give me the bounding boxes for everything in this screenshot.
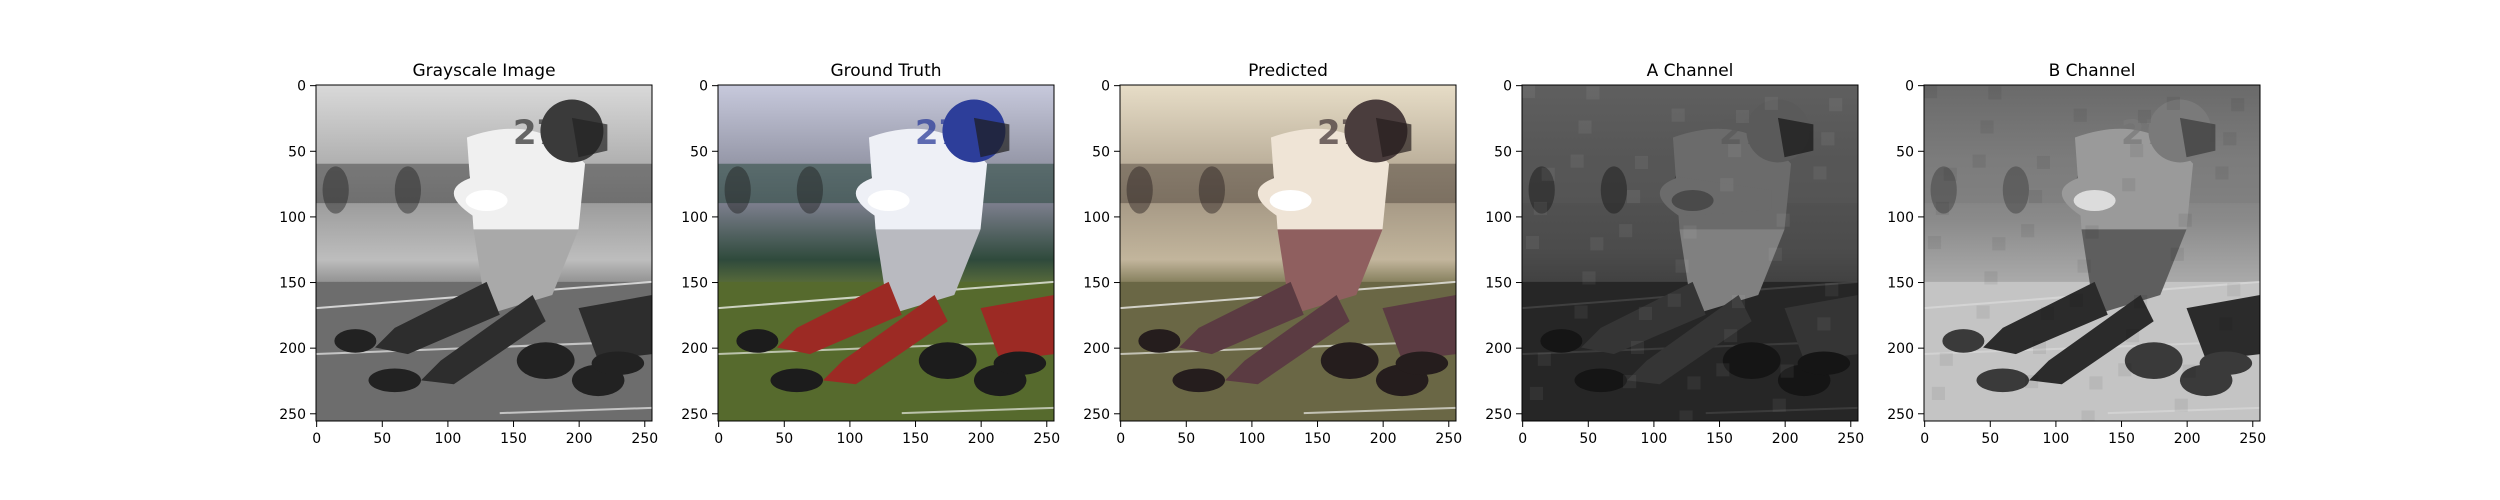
y-tick-label: 100 bbox=[681, 210, 708, 226]
y-tick-label: 200 bbox=[681, 341, 708, 357]
y-tick-label: 50 bbox=[1494, 144, 1512, 160]
x-tick-label: 200 bbox=[1370, 431, 1397, 447]
y-tick-label: 100 bbox=[1485, 210, 1512, 226]
axes-frame bbox=[1521, 84, 1859, 422]
x-tick-label: 250 bbox=[1033, 431, 1060, 447]
x-tick-label: 0 bbox=[714, 431, 723, 447]
x-tick-label: 250 bbox=[1837, 431, 1864, 447]
y-tick-label: 200 bbox=[1887, 341, 1914, 357]
axes-frame bbox=[1119, 84, 1457, 422]
y-tick-label: 100 bbox=[1083, 210, 1110, 226]
y-tick-label: 0 bbox=[1905, 79, 1914, 95]
x-tick-label: 0 bbox=[1116, 431, 1125, 447]
y-tick-label: 150 bbox=[279, 276, 306, 292]
subplot-title: B Channel bbox=[2049, 61, 2136, 81]
y-tick-label: 50 bbox=[288, 144, 306, 160]
y-tick-label: 200 bbox=[1083, 341, 1110, 357]
y-tick-label: 50 bbox=[1896, 144, 1914, 160]
x-tick-label: 150 bbox=[1706, 431, 1733, 447]
y-tick-label: 100 bbox=[1887, 210, 1914, 226]
x-tick-label: 200 bbox=[566, 431, 593, 447]
y-tick-label: 250 bbox=[279, 407, 306, 423]
x-tick-label: 100 bbox=[2043, 431, 2070, 447]
image-content: 27 bbox=[718, 85, 1054, 421]
x-tick-label: 150 bbox=[2108, 431, 2135, 447]
y-tick-label: 0 bbox=[699, 79, 708, 95]
image-content: 27 bbox=[316, 85, 652, 421]
subplot-2: Ground Truth 27 0 50 100 150 200 250 0 50 100 150 20… bbox=[681, 61, 1060, 447]
y-tick-label: 0 bbox=[1101, 79, 1110, 95]
subplot-title: Grayscale Image bbox=[412, 61, 555, 81]
y-tick-label: 250 bbox=[1485, 407, 1512, 423]
x-tick-label: 200 bbox=[968, 431, 995, 447]
x-tick-label: 250 bbox=[2239, 431, 2266, 447]
axes-frame bbox=[1923, 84, 2261, 422]
x-tick-label: 100 bbox=[837, 431, 864, 447]
axes-frame bbox=[315, 84, 653, 422]
x-tick-label: 50 bbox=[373, 431, 391, 447]
y-tick-label: 0 bbox=[1503, 79, 1512, 95]
x-tick-label: 150 bbox=[902, 431, 929, 447]
image-content: 27 bbox=[1522, 85, 1858, 421]
y-tick-label: 150 bbox=[1083, 276, 1110, 292]
subplot-4: A Channel 27 0 50 100 150 200 250 0 50 100 150 200 25… bbox=[1485, 61, 1864, 447]
x-tick-label: 50 bbox=[775, 431, 793, 447]
y-tick-label: 100 bbox=[279, 210, 306, 226]
x-tick-label: 50 bbox=[1579, 431, 1597, 447]
subplot-3: Predicted 27 0 50 100 150 200 250 0 50 100 150 200 25… bbox=[1083, 61, 1462, 447]
x-tick-label: 50 bbox=[1981, 431, 1999, 447]
subplot-title: Ground Truth bbox=[830, 61, 941, 81]
x-tick-label: 150 bbox=[1304, 431, 1331, 447]
y-tick-label: 150 bbox=[1485, 276, 1512, 292]
axes-frame bbox=[717, 84, 1055, 422]
x-tick-label: 150 bbox=[500, 431, 527, 447]
x-tick-label: 100 bbox=[1239, 431, 1266, 447]
y-tick-label: 50 bbox=[1092, 144, 1110, 160]
subplot-title: Predicted bbox=[1248, 61, 1328, 81]
y-tick-label: 0 bbox=[297, 79, 306, 95]
x-tick-label: 50 bbox=[1177, 431, 1195, 447]
x-tick-label: 100 bbox=[1641, 431, 1668, 447]
x-tick-label: 0 bbox=[1920, 431, 1929, 447]
image-content: 27 bbox=[1924, 85, 2260, 421]
y-tick-label: 200 bbox=[279, 341, 306, 357]
x-tick-label: 250 bbox=[631, 431, 658, 447]
y-tick-label: 150 bbox=[681, 276, 708, 292]
x-tick-label: 100 bbox=[435, 431, 462, 447]
x-tick-label: 250 bbox=[1435, 431, 1462, 447]
y-tick-label: 150 bbox=[1887, 276, 1914, 292]
x-tick-label: 0 bbox=[1518, 431, 1527, 447]
x-tick-label: 0 bbox=[312, 431, 321, 447]
y-tick-label: 250 bbox=[681, 407, 708, 423]
y-tick-label: 200 bbox=[1485, 341, 1512, 357]
x-tick-label: 200 bbox=[1772, 431, 1799, 447]
x-tick-label: 200 bbox=[2174, 431, 2201, 447]
image-content: 27 bbox=[1120, 85, 1456, 421]
subplot-1: Grayscale Image 27 0 50 100 150 200 250 0 50 100 15… bbox=[279, 61, 658, 447]
subplot-title: A Channel bbox=[1647, 61, 1734, 81]
subplot-5: B Channel 27 0 50 100 150 200 250 0 50 100 150 200 25… bbox=[1887, 61, 2266, 447]
y-tick-label: 50 bbox=[690, 144, 708, 160]
y-tick-label: 250 bbox=[1083, 407, 1110, 423]
y-tick-label: 250 bbox=[1887, 407, 1914, 423]
